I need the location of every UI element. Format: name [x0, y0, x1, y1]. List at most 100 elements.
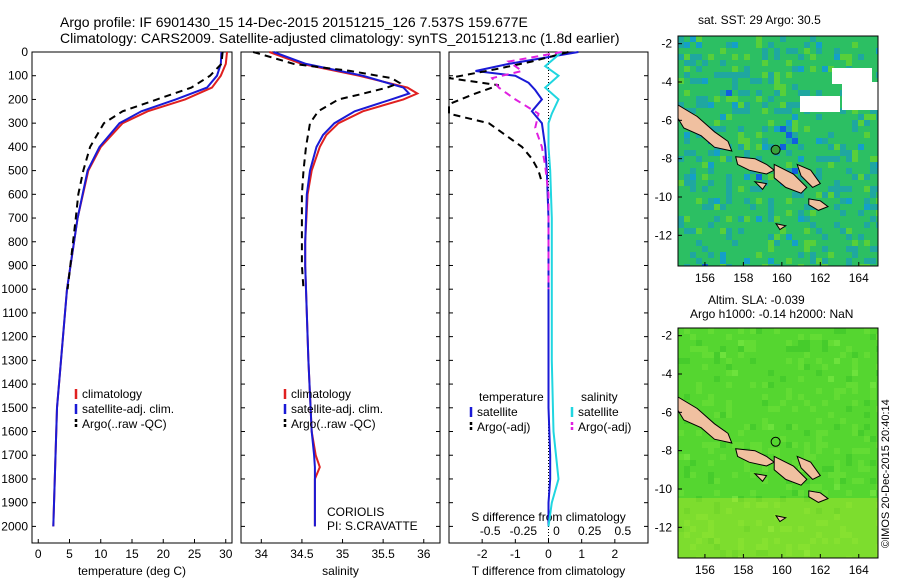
map-cell: [834, 358, 840, 364]
map-cell: [744, 424, 750, 430]
map-cell: [870, 490, 876, 496]
map-cell: [690, 36, 696, 42]
map-cell: [786, 120, 792, 126]
map-cell: [834, 466, 840, 472]
map-cell: [870, 394, 876, 400]
y-tick-label: 800: [8, 235, 28, 249]
map-cell: [696, 346, 702, 352]
x-tick-label: 15: [125, 547, 139, 561]
map-cell: [756, 520, 762, 526]
map-cell: [792, 138, 798, 144]
map-cell: [822, 340, 828, 346]
map-cell: [762, 466, 768, 472]
map-cell: [774, 108, 780, 114]
map-cell: [798, 364, 804, 370]
map-cell: [708, 352, 714, 358]
map-cell: [684, 508, 690, 514]
map-cell: [828, 162, 834, 168]
map-cell: [804, 240, 810, 246]
map-cell: [708, 520, 714, 526]
map-cell: [792, 102, 798, 108]
map-cell: [726, 334, 732, 340]
map-cell: [840, 418, 846, 424]
map-cell: [702, 532, 708, 538]
map-cell: [720, 114, 726, 120]
map-cell: [816, 508, 822, 514]
map-cell: [786, 234, 792, 240]
map-cell: [696, 156, 702, 162]
map-cell: [798, 544, 804, 550]
map-cell: [720, 72, 726, 78]
map-cell: [702, 442, 708, 448]
x-tick-label: 25: [188, 547, 202, 561]
map-cell: [756, 36, 762, 42]
map-cell: [786, 60, 792, 66]
map-cell: [834, 460, 840, 466]
map-cell: [810, 54, 816, 60]
map-cell: [798, 490, 804, 496]
map-cell: [864, 198, 870, 204]
map-cell: [870, 436, 876, 442]
map-cell: [708, 168, 714, 174]
y-tick-label: 500: [8, 164, 28, 178]
map-cell: [858, 264, 864, 266]
map-cell: [864, 424, 870, 430]
map-cell: [816, 156, 822, 162]
map-cell: [876, 48, 878, 54]
map-cell: [798, 466, 804, 472]
map-cell: [840, 54, 846, 60]
island-shape: [753, 472, 768, 483]
map-cell: [762, 144, 768, 150]
series-line-s-argo-adj-: [490, 51, 562, 290]
map-cell: [702, 102, 708, 108]
map-cell: [834, 508, 840, 514]
map-cell: [786, 484, 792, 490]
map-cell: [708, 400, 714, 406]
y-tick-label: 200: [8, 92, 28, 106]
map-cell: [690, 472, 696, 478]
map-cell: [684, 90, 690, 96]
map-cell: [846, 502, 852, 508]
map-cell: [804, 556, 810, 558]
map-cell: [684, 264, 690, 266]
map-cell: [816, 42, 822, 48]
map-cell: [768, 120, 774, 126]
map-cell: [690, 346, 696, 352]
map-cell: [876, 210, 878, 216]
map-cell: [726, 216, 732, 222]
map-cell: [702, 174, 708, 180]
map-cell: [696, 96, 702, 102]
map-cell: [684, 454, 690, 460]
map-cell: [756, 132, 762, 138]
map-cell: [774, 48, 780, 54]
map-cell: [798, 174, 804, 180]
top-x-tick-label: -0.25: [510, 524, 538, 538]
map-cell: [870, 382, 876, 388]
series-line-t-satellite: [475, 51, 579, 527]
map-cell: [846, 246, 852, 252]
map-cell: [696, 78, 702, 84]
map-cell: [768, 258, 774, 264]
map-cell: [846, 382, 852, 388]
map-cell: [822, 246, 828, 252]
map-cell: [870, 478, 876, 484]
map-cell: [786, 526, 792, 532]
map-cell: [762, 502, 768, 508]
map-cell: [804, 346, 810, 352]
map-missing-patch: [800, 96, 840, 112]
map-cell: [780, 36, 786, 42]
sst-map-title: sat. SST: 29 Argo: 30.5: [698, 13, 821, 27]
map-cell: [762, 418, 768, 424]
map-cell: [756, 198, 762, 204]
map-cell: [786, 48, 792, 54]
map-cell: [702, 204, 708, 210]
series-line-s-satellite: [543, 51, 563, 527]
map-cell: [732, 472, 738, 478]
map-cell: [678, 78, 684, 84]
y-tick-label: 1700: [1, 448, 28, 462]
map-cell: [804, 216, 810, 222]
map-cell: [822, 192, 828, 198]
series-line-argo-raw-qc-: [66, 51, 224, 290]
map-cell: [762, 394, 768, 400]
map-cell: [684, 138, 690, 144]
